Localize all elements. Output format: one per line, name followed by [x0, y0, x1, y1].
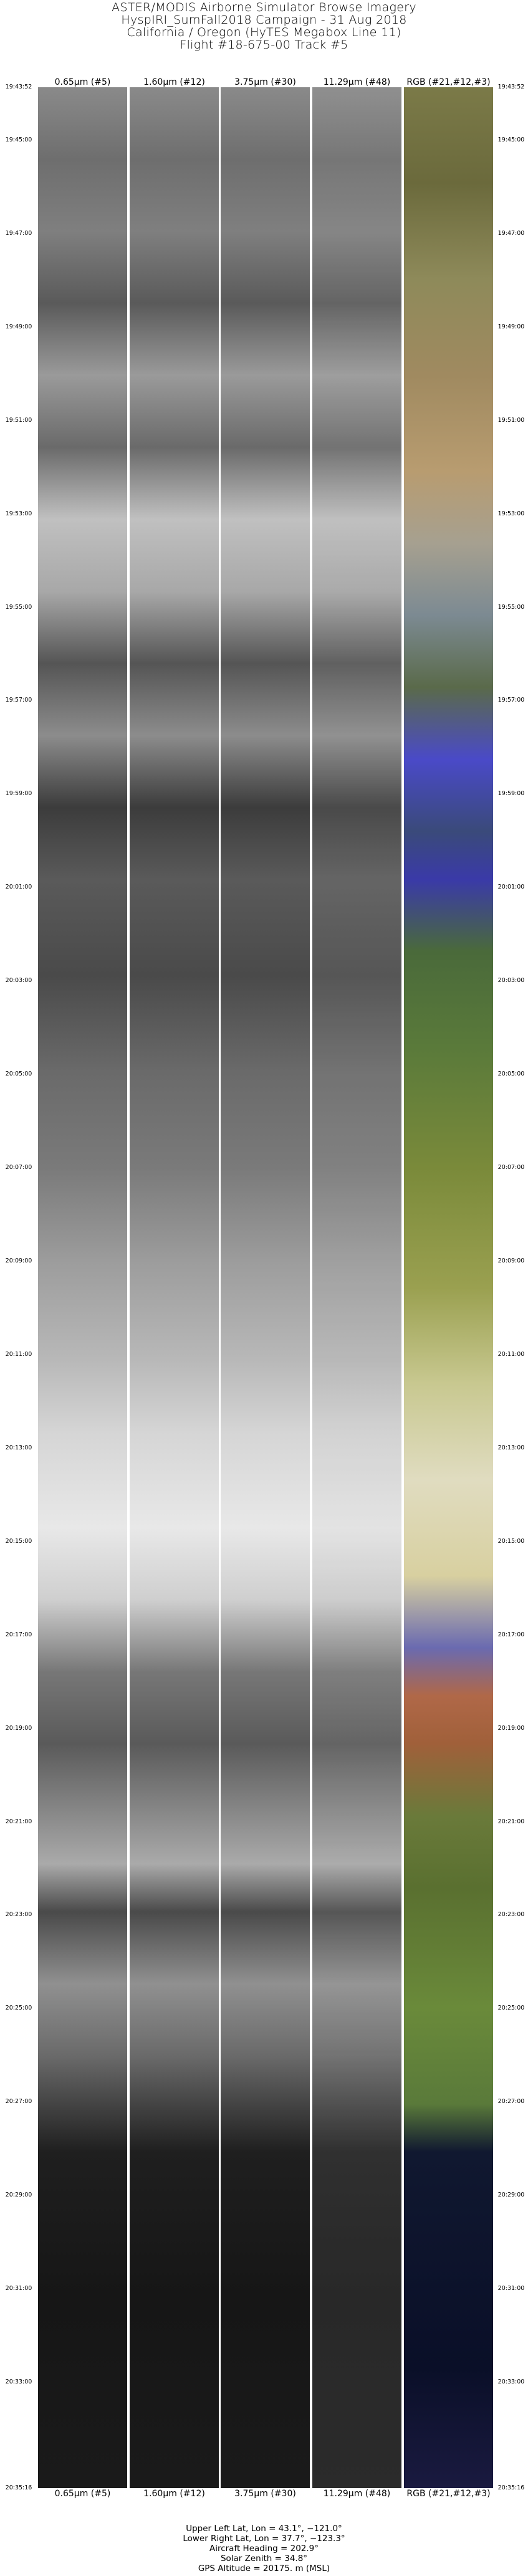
footer-gps-altitude: GPS Altitude = 20175. m (MSL) — [198, 2564, 330, 2574]
time-label: 20:21:00 — [497, 1818, 525, 1825]
time-label: 20:31:00 — [497, 2285, 525, 2292]
footer-band-label: RGB (#21,#12,#3) — [406, 2489, 491, 2499]
time-label: 20:21:00 — [5, 1818, 32, 1825]
time-label: 20:11:00 — [5, 1350, 32, 1358]
time-label: 20:33:00 — [5, 2378, 32, 2386]
band-image-3 — [221, 87, 310, 2488]
header-band-label: RGB (#21,#12,#3) — [406, 77, 491, 87]
title-line: HyspIRI_SumFall2018 Campaign - 31 Aug 20… — [121, 13, 407, 27]
time-label: 20:03:00 — [497, 977, 525, 985]
time-label: 20:27:00 — [497, 2098, 525, 2106]
time-label: 19:47:00 — [497, 229, 525, 237]
time-label: 19:59:00 — [497, 790, 525, 798]
time-label: 20:15:00 — [5, 1537, 32, 1545]
time-label: 20:01:00 — [5, 884, 32, 891]
time-label: 20:25:00 — [5, 2005, 32, 2012]
footer-band-label: 3.75μm (#30) — [234, 2489, 296, 2499]
time-label: 20:11:00 — [497, 1350, 525, 1358]
time-label: 20:23:00 — [497, 1911, 525, 1919]
time-label: 20:09:00 — [497, 1257, 525, 1265]
footer-band-label: 0.65μm (#5) — [54, 2489, 111, 2499]
time-label: 19:45:00 — [497, 136, 525, 143]
time-label: 19:59:00 — [5, 790, 32, 798]
time-label: 20:13:00 — [497, 1444, 525, 1451]
time-label: 19:49:00 — [5, 323, 32, 330]
time-label: 20:17:00 — [497, 1631, 525, 1638]
header-band-label: 1.60μm (#12) — [143, 77, 205, 87]
time-label: 20:05:00 — [497, 1071, 525, 1078]
footer-band-label: 1.60μm (#12) — [143, 2489, 205, 2499]
time-label: 19:47:00 — [5, 229, 32, 237]
time-label: 20:19:00 — [5, 1724, 32, 1732]
time-label: 19:57:00 — [497, 697, 525, 704]
time-label: 20:07:00 — [497, 1164, 525, 1171]
title-block: ASTER/MODIS Airborne Simulator Browse Im… — [0, 1, 528, 51]
time-label: 19:43:52 — [497, 83, 525, 90]
title-line: Flight #18-675-00 Track #5 — [180, 38, 348, 52]
time-label: 20:13:00 — [5, 1444, 32, 1451]
band-image-1 — [38, 87, 127, 2488]
time-label: 19:53:00 — [497, 510, 525, 517]
time-label: 20:31:00 — [5, 2285, 32, 2292]
time-label: 20:05:00 — [5, 1071, 32, 1078]
time-label: 19:51:00 — [497, 416, 525, 424]
time-label: 19:53:00 — [5, 510, 32, 517]
title-line: California / Oregon (HyTES Megabox Line … — [127, 26, 401, 39]
time-label: 19:49:00 — [497, 323, 525, 330]
time-label: 20:25:00 — [497, 2005, 525, 2012]
time-label: 20:01:00 — [497, 884, 525, 891]
time-label: 20:09:00 — [5, 1257, 32, 1265]
time-label: 19:43:52 — [5, 83, 32, 90]
time-label: 19:51:00 — [5, 416, 32, 424]
time-label: 20:19:00 — [497, 1724, 525, 1732]
time-label: 20:35:16 — [5, 2484, 32, 2491]
time-label: 19:45:00 — [5, 136, 32, 143]
footer-band-label: 11.29μm (#48) — [323, 2489, 391, 2499]
time-label: 19:55:00 — [5, 603, 32, 611]
time-label: 20:07:00 — [5, 1164, 32, 1171]
time-label: 20:29:00 — [497, 2192, 525, 2199]
time-label: 19:55:00 — [497, 603, 525, 611]
time-label: 20:23:00 — [5, 1911, 32, 1919]
time-label: 19:57:00 — [5, 697, 32, 704]
header-band-label: 3.75μm (#30) — [234, 77, 296, 87]
header-band-label: 0.65μm (#5) — [54, 77, 111, 87]
band-image-5 — [404, 87, 493, 2488]
band-image-4 — [312, 87, 401, 2488]
footer-heading: Aircraft Heading = 202.9° — [209, 2544, 319, 2554]
time-label: 20:15:00 — [497, 1537, 525, 1545]
footer-lower-right: Lower Right Lat, Lon = 37.7°, −123.3° — [183, 2534, 345, 2544]
band-image-2 — [130, 87, 219, 2488]
time-label: 20:33:00 — [497, 2378, 525, 2386]
time-label: 20:03:00 — [5, 977, 32, 985]
header-band-label: 11.29μm (#48) — [323, 77, 391, 87]
time-label: 20:27:00 — [5, 2098, 32, 2106]
footer-upper-left: Upper Left Lat, Lon = 43.1°, −121.0° — [186, 2524, 342, 2534]
time-label: 20:17:00 — [5, 1631, 32, 1638]
title-line: ASTER/MODIS Airborne Simulator Browse Im… — [112, 1, 416, 14]
time-label: 20:35:16 — [497, 2484, 525, 2491]
footer-solar-zenith: Solar Zenith = 34.8° — [220, 2554, 308, 2564]
time-label: 20:29:00 — [5, 2192, 32, 2199]
